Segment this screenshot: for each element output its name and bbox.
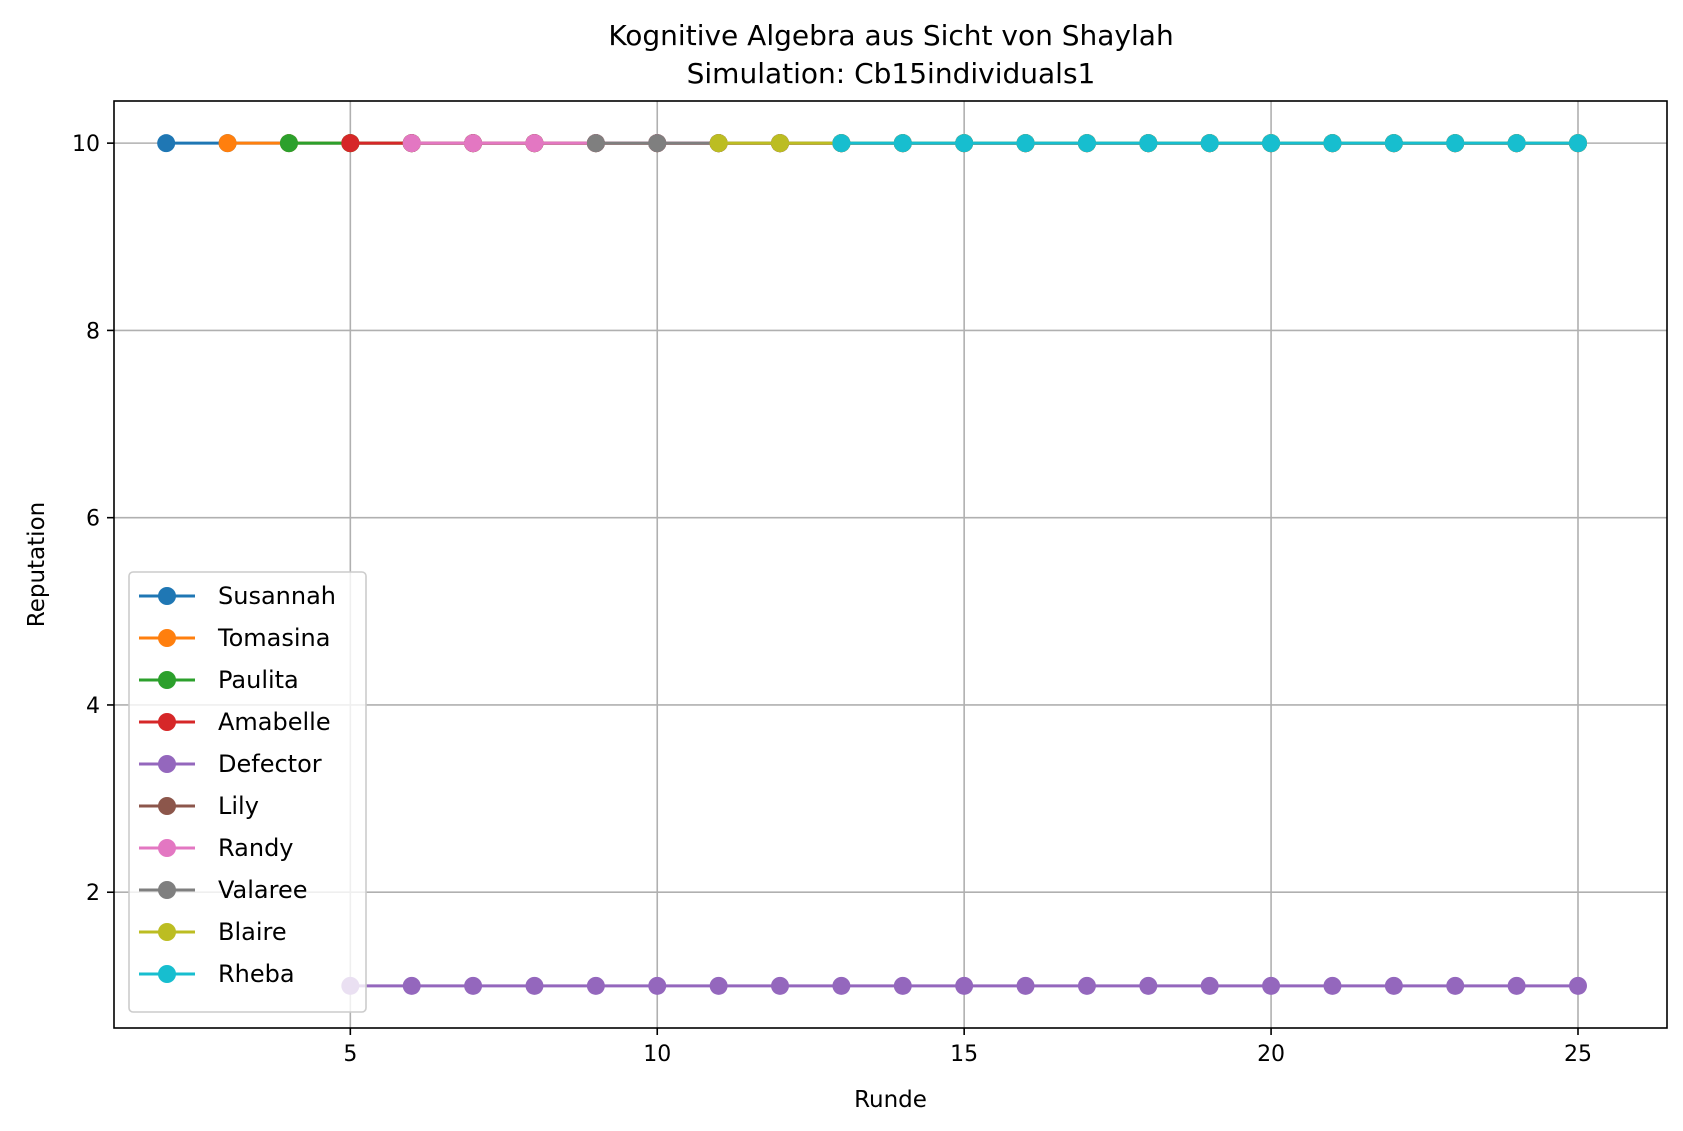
- data-point: [955, 976, 974, 995]
- legend-item-valaree: Valaree: [139, 876, 308, 904]
- data-point: [893, 976, 912, 995]
- data-point: [832, 976, 851, 995]
- legend-label: Defector: [218, 750, 322, 778]
- data-point: [648, 976, 667, 995]
- legend-label: Valaree: [218, 876, 308, 904]
- data-point: [1139, 976, 1158, 995]
- x-tick-label: 5: [343, 1042, 357, 1067]
- data-point: [157, 134, 176, 153]
- legend-marker: [158, 923, 176, 941]
- data-point: [1077, 134, 1096, 153]
- legend-marker: [158, 797, 176, 815]
- data-point: [218, 134, 237, 153]
- data-point: [1446, 976, 1465, 995]
- axis-ticks: 5 10 15 20 25 2 4 6 8 10: [72, 132, 1592, 1067]
- legend-item-randy: Randy: [139, 834, 294, 862]
- data-point: [1016, 976, 1035, 995]
- data-point: [709, 134, 728, 153]
- legend-item-paulita: Paulita: [139, 666, 299, 694]
- data-point: [402, 134, 421, 153]
- data-point: [832, 134, 851, 153]
- data-point: [1016, 134, 1035, 153]
- data-point: [1384, 976, 1403, 995]
- data-point: [1323, 976, 1342, 995]
- legend-marker: [158, 587, 176, 605]
- data-point: [1384, 134, 1403, 153]
- data-point: [893, 134, 912, 153]
- data-point: [586, 134, 605, 153]
- legend-item-susannah: Susannah: [139, 582, 336, 610]
- legend-item-rheba: Rheba: [139, 960, 295, 988]
- x-tick-label: 25: [1564, 1042, 1592, 1067]
- legend-marker: [158, 755, 176, 773]
- y-tick-label: 2: [86, 881, 100, 906]
- data-point: [341, 134, 360, 153]
- legend-label: Tomasina: [217, 624, 330, 652]
- y-tick-label: 8: [86, 319, 100, 344]
- y-tick-label: 6: [86, 507, 100, 532]
- legend-label: Amabelle: [218, 708, 331, 736]
- legend-marker: [158, 881, 176, 899]
- series-rheba: [832, 134, 1587, 153]
- data-point: [648, 134, 667, 153]
- data-point: [402, 976, 421, 995]
- data-point: [279, 134, 298, 153]
- series-defector: [341, 976, 1587, 995]
- data-point: [1262, 976, 1281, 995]
- legend-marker: [158, 839, 176, 857]
- data-point: [586, 976, 605, 995]
- legend-item-blaire: Blaire: [139, 918, 287, 946]
- data-point: [525, 134, 544, 153]
- legend-marker: [158, 713, 176, 731]
- legend-marker: [158, 629, 176, 647]
- data-point: [1507, 134, 1526, 153]
- data-point: [1200, 976, 1219, 995]
- legend-marker: [158, 965, 176, 983]
- data-point: [525, 976, 544, 995]
- legend-label: Paulita: [218, 666, 299, 694]
- chart-subtitle: Simulation: Cb15individuals1: [687, 57, 1096, 90]
- data-point: [771, 976, 790, 995]
- data-point: [1262, 134, 1281, 153]
- chart-title: Kognitive Algebra aus Sicht von Shaylah: [608, 19, 1173, 52]
- data-point: [1200, 134, 1219, 153]
- legend-item-amabelle: Amabelle: [139, 708, 331, 736]
- data-point: [955, 134, 974, 153]
- y-axis-label: Reputation: [24, 502, 50, 627]
- legend-label: Randy: [218, 834, 294, 862]
- data-point: [1139, 134, 1158, 153]
- x-tick-label: 20: [1257, 1042, 1285, 1067]
- data-point: [1446, 134, 1465, 153]
- legend-item-defector: Defector: [139, 750, 322, 778]
- data-point: [1507, 976, 1526, 995]
- data-point: [464, 134, 483, 153]
- plot-frame: [113, 100, 1668, 1029]
- legend-item-tomasina: Tomasina: [139, 624, 330, 652]
- y-tick-label: 4: [86, 694, 100, 719]
- data-point: [1568, 976, 1587, 995]
- x-tick-label: 10: [643, 1042, 671, 1067]
- legend: Susannah Tomasina Paulita Amabelle Defector L…: [128, 571, 367, 1013]
- series-layer: [157, 134, 1587, 995]
- x-tick-label: 15: [950, 1042, 978, 1067]
- data-point: [1323, 134, 1342, 153]
- data-point: [464, 976, 483, 995]
- legend-item-lily: Lily: [139, 792, 259, 820]
- data-point: [1077, 976, 1096, 995]
- legend-marker: [158, 671, 176, 689]
- legend-label: Susannah: [218, 582, 336, 610]
- legend-label: Blaire: [218, 918, 287, 946]
- data-point: [709, 976, 728, 995]
- legend-label: Rheba: [218, 960, 295, 988]
- x-axis-label: Runde: [854, 1087, 927, 1113]
- legend-label: Lily: [218, 792, 259, 820]
- data-point: [1568, 134, 1587, 153]
- y-tick-label: 10: [72, 132, 100, 157]
- legend-box: [128, 571, 367, 1013]
- data-point: [771, 134, 790, 153]
